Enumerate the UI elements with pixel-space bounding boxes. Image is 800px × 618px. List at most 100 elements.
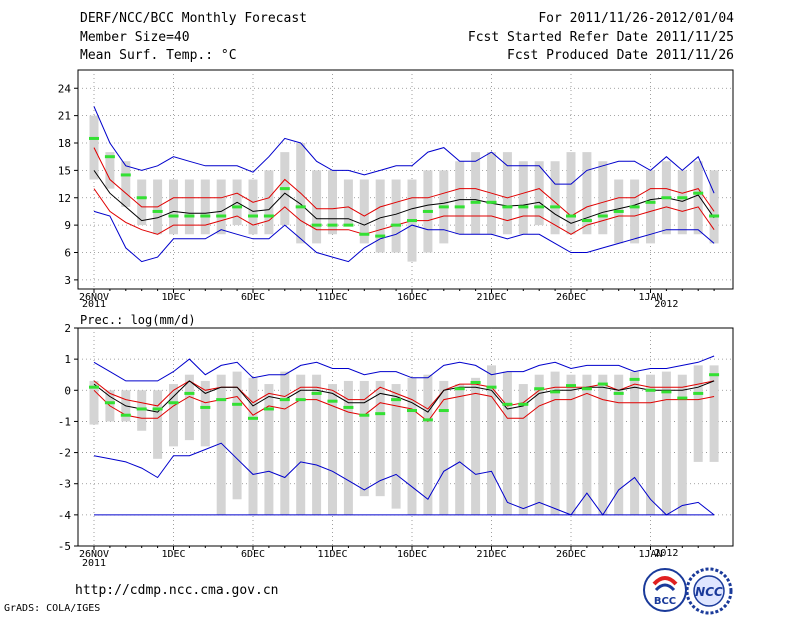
forecast-produced: Fcst Produced Date 2011/11/26 <box>507 48 734 63</box>
median-marker <box>693 391 704 395</box>
median-marker <box>566 384 576 388</box>
panel-0: 3 6 9 12 15 18 21 24 26NOV 1DEC 6DEC 11DEC 16DEC 21DE… <box>58 69 734 310</box>
spread-box <box>709 170 719 244</box>
spread-box <box>455 161 465 235</box>
spread-box <box>200 179 210 235</box>
source-url[interactable]: http://cdmp.ncc.cma.gov.cn <box>75 583 279 598</box>
spread-box <box>296 374 306 515</box>
median-marker <box>645 200 656 204</box>
median-marker <box>375 234 386 238</box>
member-size: Member Size=40 <box>80 30 190 45</box>
median-marker <box>597 214 608 218</box>
median-marker <box>454 205 465 209</box>
median-marker <box>327 223 338 227</box>
spread-box <box>582 152 592 235</box>
plot-frame <box>77 327 734 547</box>
median-marker <box>422 418 433 422</box>
median-marker <box>470 200 481 204</box>
spread-box <box>232 371 242 500</box>
spread-box <box>566 374 576 515</box>
median-marker <box>550 390 561 394</box>
spread-box <box>264 384 274 515</box>
spread-box <box>200 380 210 447</box>
spread-box <box>487 365 496 515</box>
x-tick-label: 26DEC <box>556 549 586 560</box>
median-marker <box>295 205 306 209</box>
spread-box <box>423 374 433 515</box>
y-tick-label: -3 <box>58 478 71 491</box>
median-marker <box>693 191 704 195</box>
x-tick-label: 21DEC <box>476 549 506 560</box>
spread-box <box>598 374 608 515</box>
min-line <box>93 442 715 516</box>
median-marker <box>359 413 370 417</box>
upper-percentile-line <box>93 147 715 217</box>
median-marker <box>375 412 386 416</box>
y-tick-label: 18 <box>58 137 71 150</box>
spread-box <box>328 384 337 515</box>
spread-box <box>407 377 417 515</box>
median-marker <box>168 401 179 405</box>
spread-box <box>630 179 640 244</box>
median-marker <box>422 209 433 213</box>
x-tick-label: 1DEC <box>161 549 185 560</box>
spread-box <box>184 374 194 441</box>
median-marker <box>613 391 624 395</box>
median-marker <box>391 398 402 402</box>
spread-box <box>630 371 640 515</box>
median-marker <box>311 391 322 395</box>
year-label: 2012 <box>654 548 678 559</box>
median-marker <box>136 407 147 411</box>
median-marker <box>184 391 195 395</box>
spread-box <box>614 374 624 515</box>
median-marker <box>232 402 243 406</box>
median-marker <box>534 387 545 391</box>
lower-percentile-line <box>93 389 715 423</box>
x-tick-label: 6DEC <box>241 549 265 560</box>
spread-box <box>646 170 655 244</box>
median-marker <box>200 405 211 409</box>
median-marker <box>391 223 402 227</box>
y-tick-label: 3 <box>64 274 71 287</box>
spread-box <box>518 161 528 235</box>
spread-box <box>471 152 481 235</box>
x-tick-label: 1JAN <box>638 549 662 560</box>
median-marker <box>104 155 115 159</box>
ensemble-mean-line <box>93 380 715 413</box>
spread-box <box>693 161 703 235</box>
median-marker <box>327 399 338 403</box>
median-marker <box>502 402 513 406</box>
x-tick-label: 16DEC <box>397 292 427 303</box>
ncc-logo: NCC <box>685 567 733 615</box>
spread-box <box>89 380 99 425</box>
y-tick-label: 0 <box>64 384 71 397</box>
spread-box <box>137 179 147 226</box>
median-marker <box>613 209 624 213</box>
x-tick-label: 6DEC <box>241 292 265 303</box>
panel-1: -5 -4 -3 -2 -1 0 1 2 26NOV 1DEC 6DEC 11DEC 16DEC 21DE… <box>58 313 734 569</box>
spread-box <box>693 365 703 462</box>
median-marker <box>343 223 354 227</box>
y-tick-label: -4 <box>58 509 72 522</box>
ensemble-mean-line <box>93 170 715 226</box>
median-marker <box>661 196 672 200</box>
median-marker <box>263 214 274 218</box>
spread-box <box>502 152 512 235</box>
median-marker <box>597 382 608 386</box>
x-tick-label: 26DEC <box>556 292 586 303</box>
median-marker <box>438 205 449 209</box>
spread-box <box>359 179 369 244</box>
forecast-period: For 2011/11/26-2012/01/04 <box>538 11 734 26</box>
y-tick-label: 1 <box>64 353 71 366</box>
median-marker <box>534 205 545 209</box>
median-marker <box>645 388 656 392</box>
spread-box <box>646 374 655 515</box>
median-marker <box>661 390 672 394</box>
median-marker <box>581 219 592 223</box>
spread-box <box>582 374 592 515</box>
spread-box <box>184 179 194 235</box>
median-marker <box>295 398 306 402</box>
spread-box <box>312 374 322 515</box>
spread-box <box>169 384 178 447</box>
